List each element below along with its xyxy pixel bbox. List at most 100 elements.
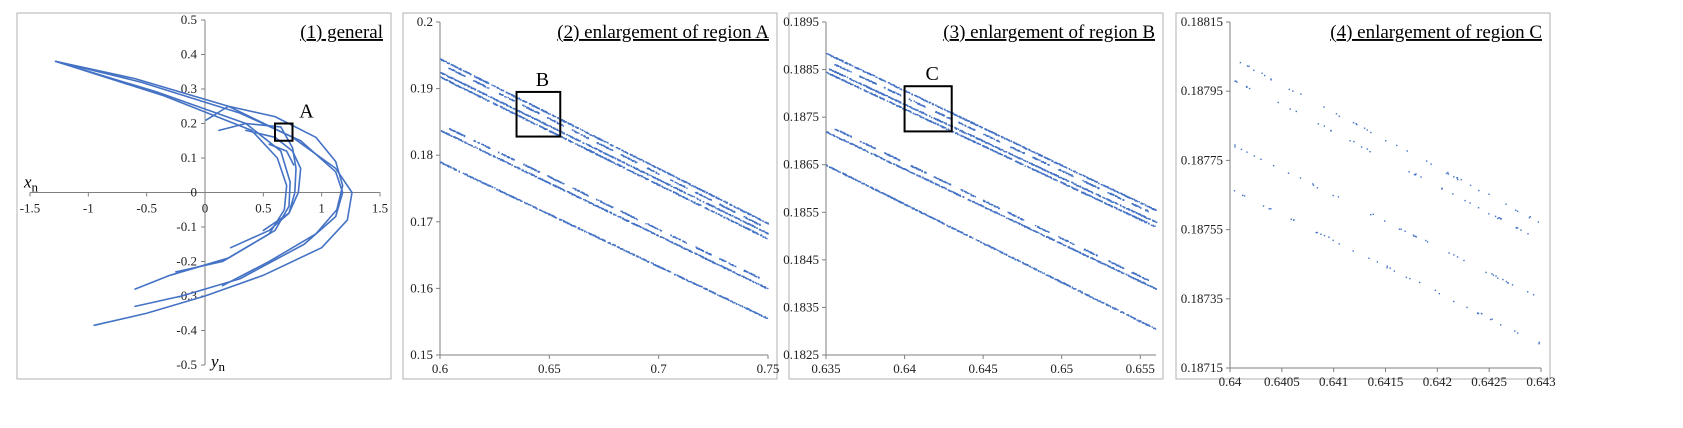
data-point bbox=[526, 202, 528, 205]
data-point bbox=[763, 286, 765, 288]
y-tick-label: 0.1895 bbox=[783, 14, 819, 29]
data-point bbox=[732, 214, 734, 217]
data-point bbox=[479, 180, 482, 183]
data-point bbox=[468, 144, 471, 146]
panel-title: (3) enlargement of region B bbox=[943, 22, 1155, 43]
data-point bbox=[549, 214, 551, 216]
x-tick-label: 0.64 bbox=[893, 361, 916, 376]
data-point bbox=[475, 80, 478, 83]
data-point bbox=[454, 84, 457, 86]
data-point bbox=[932, 103, 934, 105]
data-point bbox=[767, 233, 769, 235]
data-point bbox=[641, 176, 643, 178]
data-point bbox=[655, 172, 658, 174]
data-point bbox=[753, 231, 755, 234]
data-point bbox=[507, 105, 510, 107]
data-point bbox=[596, 148, 598, 150]
data-point bbox=[450, 82, 452, 84]
data-point bbox=[659, 236, 662, 238]
data-point bbox=[709, 198, 711, 201]
data-point bbox=[999, 148, 1001, 150]
data-point bbox=[975, 123, 977, 126]
data-point bbox=[523, 112, 525, 115]
data-point bbox=[674, 236, 677, 239]
data-point bbox=[528, 115, 530, 117]
data-point bbox=[521, 200, 523, 202]
data-point bbox=[565, 222, 567, 224]
data-point bbox=[593, 147, 596, 149]
data-point bbox=[495, 99, 498, 101]
data-point bbox=[681, 246, 683, 249]
data-point bbox=[604, 239, 606, 242]
data-point bbox=[1019, 144, 1022, 147]
data-point bbox=[700, 189, 702, 191]
data-point bbox=[759, 219, 762, 221]
data-point bbox=[505, 193, 508, 195]
data-point bbox=[1112, 189, 1114, 191]
data-point bbox=[757, 218, 760, 220]
data-point bbox=[657, 167, 659, 169]
data-point bbox=[736, 303, 738, 305]
data-point bbox=[463, 70, 466, 73]
data-point bbox=[502, 94, 504, 96]
data-point bbox=[508, 194, 510, 196]
data-point bbox=[691, 282, 694, 284]
data-point bbox=[571, 193, 573, 195]
data-point bbox=[757, 276, 760, 279]
data-point bbox=[604, 209, 606, 212]
data-point bbox=[673, 243, 676, 245]
data-point bbox=[450, 69, 453, 71]
attractor-curve bbox=[54, 60, 288, 273]
data-point bbox=[721, 296, 723, 298]
data-point bbox=[1147, 205, 1149, 208]
data-point bbox=[727, 298, 729, 300]
data-point bbox=[619, 148, 621, 150]
data-point bbox=[562, 188, 565, 191]
data-point bbox=[589, 233, 592, 235]
data-point bbox=[1103, 197, 1105, 199]
data-point bbox=[628, 169, 631, 172]
data-point bbox=[1035, 152, 1037, 155]
y-tick-label: 0.17 bbox=[410, 214, 433, 229]
data-point bbox=[747, 228, 749, 230]
data-point bbox=[1152, 207, 1154, 210]
data-point bbox=[659, 185, 661, 187]
data-point bbox=[637, 255, 640, 258]
data-point bbox=[475, 77, 478, 79]
data-point bbox=[671, 241, 673, 243]
data-point bbox=[549, 118, 551, 120]
data-point bbox=[481, 143, 483, 145]
data-point bbox=[560, 123, 563, 126]
data-point bbox=[1117, 196, 1119, 198]
data-point bbox=[508, 110, 510, 112]
data-point bbox=[924, 106, 926, 108]
data-point bbox=[569, 192, 572, 194]
data-point bbox=[469, 91, 471, 93]
data-point bbox=[561, 219, 563, 221]
data-point bbox=[585, 136, 588, 139]
data-point bbox=[520, 116, 523, 118]
data-point bbox=[658, 173, 660, 175]
data-point bbox=[569, 223, 571, 226]
data-point bbox=[840, 67, 842, 69]
data-point bbox=[563, 220, 566, 223]
data-point bbox=[540, 210, 543, 212]
data-point bbox=[741, 275, 744, 277]
data-point bbox=[577, 144, 579, 147]
data-point bbox=[730, 204, 732, 207]
data-point bbox=[658, 168, 660, 170]
data-point bbox=[687, 193, 689, 196]
data-point bbox=[890, 90, 893, 92]
data-point bbox=[1140, 202, 1143, 205]
data-point bbox=[700, 204, 702, 206]
data-point bbox=[530, 121, 532, 124]
data-point bbox=[761, 230, 764, 232]
data-point bbox=[504, 154, 506, 157]
data-point bbox=[974, 129, 976, 131]
data-point bbox=[1050, 159, 1052, 161]
data-point bbox=[754, 226, 756, 228]
data-point bbox=[1082, 179, 1084, 182]
data-point bbox=[547, 175, 549, 177]
data-point bbox=[616, 246, 619, 248]
